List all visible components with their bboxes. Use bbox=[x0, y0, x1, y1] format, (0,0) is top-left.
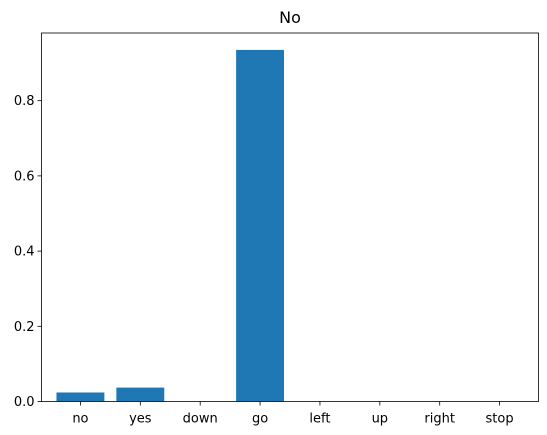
chart-title: No bbox=[279, 8, 301, 27]
x-tick-label: right bbox=[424, 412, 455, 427]
x-tick-label: yes bbox=[129, 412, 152, 427]
x-tick-label: stop bbox=[486, 412, 514, 427]
bar-no bbox=[56, 392, 104, 401]
x-tick-label: down bbox=[183, 412, 218, 427]
y-tick-label: 0.2 bbox=[14, 320, 35, 335]
y-tick-label: 0.8 bbox=[14, 94, 35, 109]
bar-yes bbox=[116, 388, 164, 402]
x-tick-label: up bbox=[372, 412, 389, 427]
x-tick-label: go bbox=[252, 412, 268, 427]
y-tick-label: 0.4 bbox=[14, 245, 35, 260]
bar-go bbox=[236, 50, 284, 402]
x-tick-label: no bbox=[72, 412, 88, 427]
y-tick-label: 0.0 bbox=[14, 395, 35, 410]
y-tick-label: 0.6 bbox=[14, 169, 35, 184]
x-tick-label: left bbox=[309, 412, 330, 427]
